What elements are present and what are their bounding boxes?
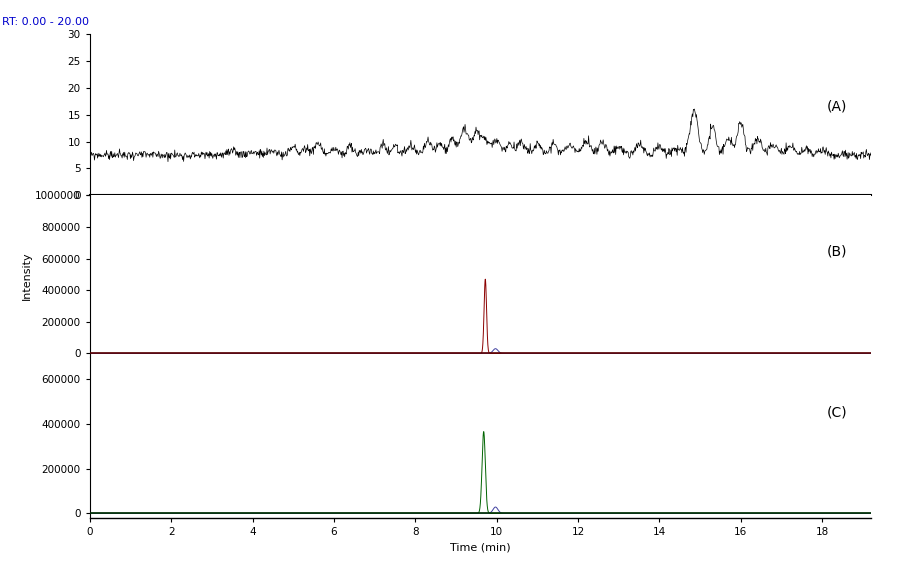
Y-axis label: Intensity: Intensity [22,251,32,300]
Text: RT: 0.00 - 20.00: RT: 0.00 - 20.00 [2,17,89,27]
Text: (C): (C) [827,406,848,420]
Text: (B): (B) [827,245,848,259]
Text: (A): (A) [827,100,848,114]
X-axis label: Time (min): Time (min) [450,542,511,552]
